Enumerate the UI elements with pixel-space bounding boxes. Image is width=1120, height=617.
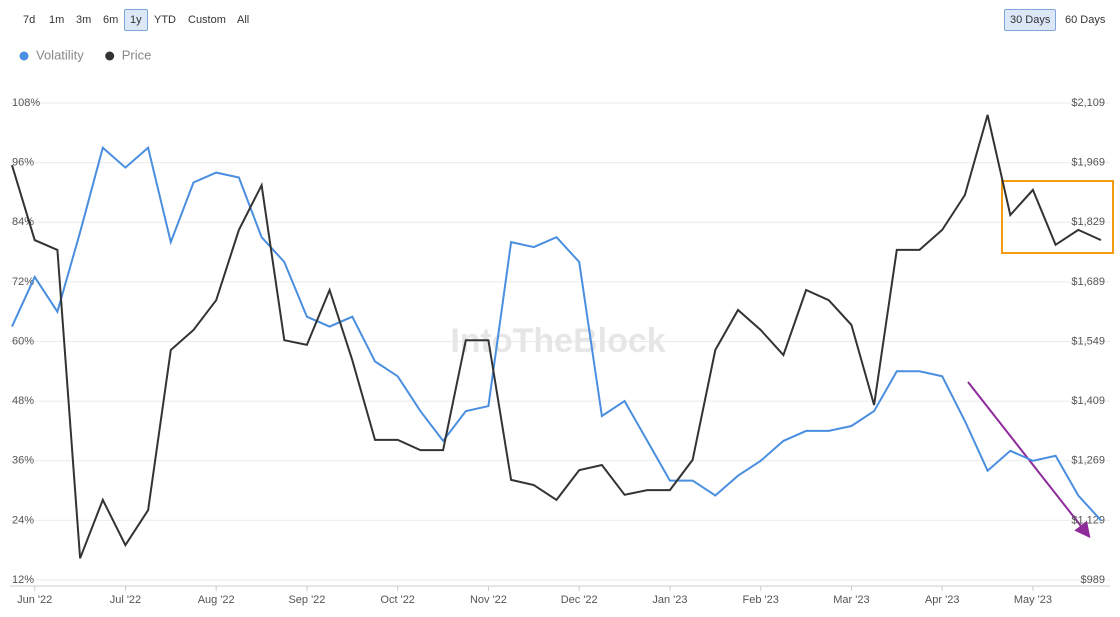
legend-marker: [105, 51, 115, 61]
highlight-box: [1001, 180, 1114, 254]
x-tick-label: Nov '22: [470, 594, 507, 606]
x-tick-label: Sep '22: [288, 594, 325, 606]
x-tick-label: Jan '23: [652, 594, 687, 606]
x-tick-label: Aug '22: [198, 594, 235, 606]
y-tick-label: 60%: [12, 335, 34, 347]
legend-label: Price: [122, 47, 152, 62]
legend-marker: [19, 51, 29, 61]
x-tick-label: May '23: [1014, 594, 1052, 606]
y2-tick-label: $1,549: [1071, 335, 1105, 347]
y2-tick-label: $1,689: [1071, 276, 1105, 288]
window-button[interactable]: 60 Days: [1059, 9, 1112, 31]
range-button[interactable]: 7d: [17, 9, 42, 31]
range-button[interactable]: Custom: [182, 9, 232, 31]
y2-tick-label: $1,409: [1071, 395, 1105, 407]
legend-label: Volatility: [36, 47, 84, 62]
range-button[interactable]: 3m: [70, 9, 98, 31]
y2-tick-label: $1,129: [1071, 514, 1105, 526]
series-line: [11, 145, 1102, 522]
series-line: [11, 114, 1102, 559]
x-tick-label: Apr '23: [925, 594, 960, 606]
y-tick-label: 48%: [12, 395, 34, 407]
x-tick-label: Feb '23: [743, 594, 779, 606]
y2-tick-label: $2,109: [1071, 97, 1105, 109]
y2-tick-label: $989: [1081, 574, 1105, 586]
range-button[interactable]: 1m: [43, 9, 71, 31]
y-tick-label: 12%: [12, 574, 34, 586]
x-tick-label: Jun '22: [17, 594, 52, 606]
y-tick-label: 96%: [12, 157, 34, 169]
y2-tick-label: $1,969: [1071, 157, 1105, 169]
y-tick-label: 72%: [12, 276, 34, 288]
range-button[interactable]: YTD: [148, 9, 182, 31]
y-tick-label: 108%: [12, 97, 40, 109]
x-tick-label: Dec '22: [561, 594, 598, 606]
x-tick-label: Oct '22: [380, 594, 415, 606]
x-tick-label: Mar '23: [833, 594, 869, 606]
range-button[interactable]: 6m: [97, 9, 125, 31]
x-tick-label: Jul '22: [110, 594, 141, 606]
y2-tick-label: $1,269: [1071, 455, 1105, 467]
range-button[interactable]: 1y: [124, 9, 148, 31]
y2-tick-label: $1,829: [1071, 216, 1105, 228]
y-tick-label: 24%: [12, 514, 34, 526]
window-button[interactable]: 30 Days: [1004, 9, 1057, 31]
range-button[interactable]: All: [231, 9, 256, 31]
y-tick-label: 36%: [12, 455, 34, 467]
